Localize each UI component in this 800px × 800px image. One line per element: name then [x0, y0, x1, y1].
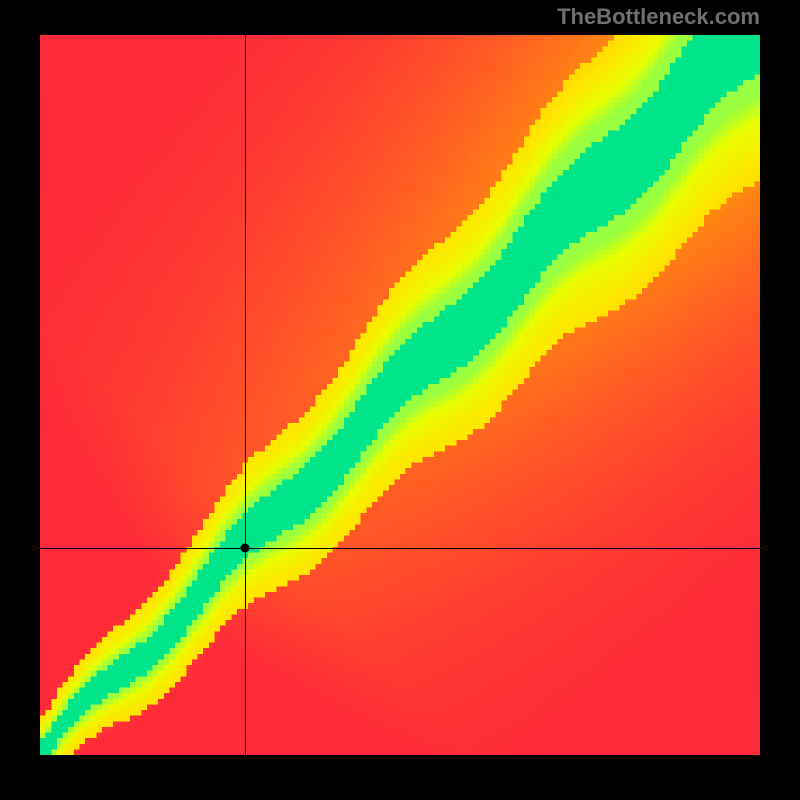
figure-outer: TheBottleneck.com: [0, 0, 800, 800]
crosshair-marker: [241, 543, 250, 552]
crosshair-horizontal: [40, 548, 760, 549]
heatmap-canvas: [40, 35, 760, 755]
plot-area: [40, 35, 760, 755]
watermark-text: TheBottleneck.com: [557, 4, 760, 30]
crosshair-vertical: [245, 35, 246, 755]
